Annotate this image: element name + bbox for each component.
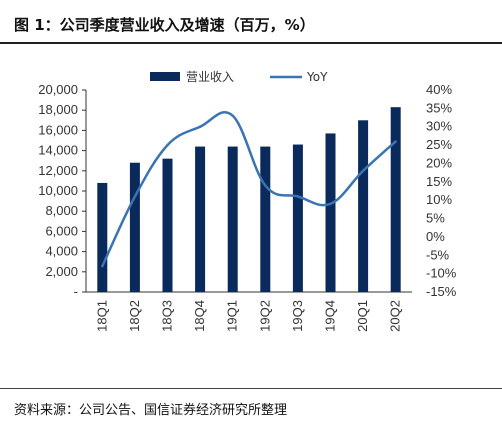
x-tick-label: 19Q4 (323, 300, 338, 332)
x-tick-label: 18Q3 (160, 300, 175, 332)
x-tick-label: 20Q2 (388, 300, 403, 332)
left-axis-tick-label: 14,000 (38, 143, 78, 158)
x-tick-label: 19Q1 (225, 300, 240, 332)
figure-title: 图 1：公司季度营业收入及增速（百万，%） (0, 0, 502, 44)
legend-swatch-revenue (150, 72, 180, 81)
yoy-point-18Q4 (198, 125, 202, 128)
right-axis-tick-label: 20% (426, 155, 452, 170)
revenue-yoy-chart: - 2,000 4,000 6,000 8,000 10,000 12,000 14,000 1… (38, 70, 457, 332)
yoy-point-18Q1 (101, 265, 104, 268)
left-axis-tick-label: 20,000 (38, 82, 78, 97)
yoy-point-19Q4 (329, 202, 332, 206)
bar-19Q3 (292, 144, 303, 292)
yoy-point-18Q3 (166, 143, 169, 147)
bar-18Q2 (129, 162, 140, 292)
x-tick-label: 18Q1 (94, 300, 109, 332)
right-axis-tick-label: 10% (426, 192, 452, 207)
left-axis-tick-label: 2,000 (45, 264, 78, 279)
x-tick-label: 18Q4 (192, 300, 207, 332)
right-axis-tick-label: -15% (426, 284, 457, 299)
yoy-point-18Q2 (133, 195, 137, 198)
x-tick-label: 20Q1 (355, 300, 370, 332)
left-axis-tick-label: 10,000 (38, 183, 78, 198)
bar-19Q2 (260, 146, 271, 292)
bar-18Q4 (195, 146, 206, 292)
left-axis-tick-label: 16,000 (38, 122, 78, 137)
yoy-point-20Q2 (394, 140, 397, 143)
right-axis-tick-label: 15% (426, 174, 452, 189)
yoy-point-19Q3 (296, 195, 300, 198)
right-axis-tick-label: 40% (426, 82, 452, 97)
x-tick-label: 19Q2 (257, 300, 272, 332)
left-axis-tick-label: 4,000 (45, 244, 78, 259)
bar-20Q1 (358, 120, 369, 292)
right-axis-tick-label: 5% (426, 211, 445, 226)
right-axis-tick-label: -5% (426, 247, 450, 262)
yoy-point-19Q1 (231, 114, 234, 117)
legend-label-yoy: YoY (306, 70, 328, 84)
left-axis-tick-label: 18,000 (38, 102, 78, 117)
left-axis-tick-label: 12,000 (38, 163, 78, 178)
left-axis-tick-label: 6,000 (45, 223, 78, 238)
bar-18Q1 (97, 182, 108, 292)
x-tick-label: 19Q3 (290, 300, 305, 332)
left-axis-tick-label: 8,000 (45, 203, 78, 218)
bar-20Q2 (390, 107, 401, 292)
right-axis-tick-label: 0% (426, 229, 445, 244)
yoy-line (101, 110, 397, 267)
right-axis-tick-label: -10% (426, 266, 457, 281)
bar-18Q3 (162, 158, 173, 292)
right-axis-tick-label: 35% (426, 100, 452, 115)
right-axis-tick-label: 30% (426, 119, 452, 134)
left-axis-tick-label: - (74, 284, 78, 299)
chart-area: - 2,000 4,000 6,000 8,000 10,000 12,000 14,000 1… (0, 46, 502, 386)
bar-19Q1 (227, 146, 238, 292)
right-axis-tick-label: 25% (426, 137, 452, 152)
yoy-point-20Q1 (361, 169, 365, 172)
yoy-point-19Q2 (264, 184, 267, 187)
bar-19Q4 (325, 133, 336, 292)
legend-label-revenue: 营业收入 (186, 70, 234, 84)
x-tick-label: 18Q2 (127, 300, 142, 332)
source-note: 资料来源：公司公告、国信证券经济研究所整理 (0, 388, 502, 424)
